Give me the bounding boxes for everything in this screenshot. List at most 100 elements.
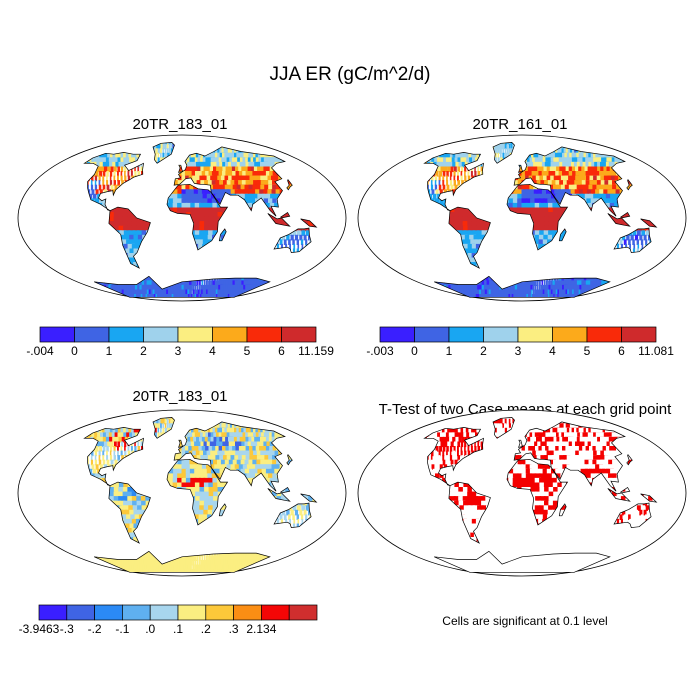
- cb3-swatch-9: [288, 604, 318, 621]
- cb2-label-4: 3: [515, 344, 522, 358]
- coastline-new-guinea: [640, 218, 658, 228]
- map-panel-4: [357, 409, 687, 577]
- cb2-label-6: 5: [584, 344, 591, 358]
- coastline-indonesia: [267, 212, 291, 227]
- cb3-swatch-8: [261, 604, 290, 621]
- cb3-label-3: -.1: [115, 622, 129, 636]
- figure-title: JJA ER (gC/m^2/d): [269, 64, 431, 85]
- cb2-swatch-2: [448, 326, 484, 343]
- map-panel-1: [17, 134, 347, 302]
- cb1-label-1: 0: [71, 344, 78, 358]
- cb2-label-1: 0: [411, 344, 418, 358]
- coastline-indonesia: [607, 487, 631, 502]
- cb1-swatch-5: [212, 326, 248, 343]
- cb3-label-6: .2: [201, 622, 211, 636]
- colorbar-panel-1: -.004 0 1 2 3 4 5 6 11.159: [26, 326, 334, 358]
- cb3-label-7: .3: [229, 622, 239, 636]
- cb1-label-4: 3: [175, 344, 182, 358]
- map-boundary: [17, 409, 347, 577]
- coastline-indonesia: [267, 487, 291, 502]
- coastline-greenland: [152, 142, 175, 164]
- coastline-south-america: [448, 481, 491, 544]
- cb2-label-3: 2: [480, 344, 487, 358]
- coastline-antarctica: [94, 275, 271, 298]
- cb3-swatch-3: [122, 604, 151, 621]
- cb1-swatch-1: [74, 326, 110, 343]
- coastline-greenland: [492, 417, 515, 439]
- cb2-swatch-6: [586, 326, 622, 343]
- cb2-swatch-4: [517, 326, 553, 343]
- cb3-label-0: -3.9463: [19, 622, 60, 636]
- coastline-greenland: [152, 417, 175, 439]
- coastline-madagascar: [218, 503, 227, 517]
- cb1-swatch-0: [39, 326, 75, 343]
- cb2-label-8: 11.081: [638, 344, 674, 358]
- panel1-title-line1: 20TR_183_01: [132, 116, 228, 133]
- cb3-label-8: 2.134: [246, 622, 276, 636]
- coastline-new-guinea: [300, 493, 318, 503]
- cb1-label-5: 4: [209, 344, 216, 358]
- coastline-madagascar: [218, 228, 227, 242]
- cb3-label-4: .0: [145, 622, 155, 636]
- coastline-africa: [506, 183, 569, 251]
- cb2-swatch-3: [483, 326, 519, 343]
- cb2-swatch-7: [621, 326, 657, 343]
- coastline-eurasia: [513, 421, 626, 492]
- colorbar-panel-2: -.003 0 1 2 3 4 5 6 11.081: [366, 326, 674, 358]
- cb3-label-5: .1: [173, 622, 183, 636]
- cb2-swatch-5: [552, 326, 588, 343]
- colorbar-panel-3: -3.9463 -.3 -.2 -.1 .0 .1 .2 .3 2.134: [19, 604, 318, 636]
- cb1-swatch-7: [281, 326, 317, 343]
- coastline-japan: [626, 454, 633, 466]
- cb1-label-8: 11.159: [298, 344, 334, 358]
- map-boundary: [357, 134, 687, 302]
- cb1-swatch-2: [108, 326, 144, 343]
- cb1-label-7: 6: [278, 344, 285, 358]
- cb3-swatch-1: [66, 604, 95, 621]
- map-boundary: [17, 134, 347, 302]
- coastline-eurasia: [173, 146, 286, 217]
- cb1-label-3: 2: [140, 344, 147, 358]
- cb1-swatch-3: [143, 326, 179, 343]
- coastline-south-america: [108, 481, 151, 544]
- coastline-australia: [273, 502, 312, 528]
- cb2-label-7: 6: [618, 344, 625, 358]
- panel2-title-line1: 20TR_161_01: [472, 116, 568, 133]
- coastline-antarctica: [434, 550, 611, 573]
- cb3-swatch-0: [38, 604, 68, 621]
- coastline-south-america: [448, 206, 491, 269]
- coastline-indonesia: [607, 212, 631, 227]
- coastline-antarctica: [434, 275, 611, 298]
- coastline-greenland: [492, 142, 515, 164]
- coastline-africa: [166, 183, 229, 251]
- coastline-africa: [166, 458, 229, 526]
- coastline-madagascar: [558, 503, 567, 517]
- map-boundary: [357, 409, 687, 577]
- coastline-new-guinea: [300, 218, 318, 228]
- coastline-australia: [613, 227, 652, 253]
- coastline-north-america: [423, 152, 484, 212]
- map-panel-3: [17, 409, 347, 577]
- coastline-antarctica: [94, 550, 271, 573]
- coastline-uk: [178, 164, 184, 173]
- coastline-north-america: [83, 427, 144, 487]
- cb2-swatch-0: [379, 326, 415, 343]
- coastline-madagascar: [558, 228, 567, 242]
- coastline-japan: [626, 179, 633, 191]
- cb3-swatch-5: [177, 604, 207, 621]
- cb3-swatch-6: [205, 604, 234, 621]
- coastline-new-guinea: [640, 493, 658, 503]
- cb2-swatch-1: [414, 326, 450, 343]
- cb2-label-5: 4: [549, 344, 556, 358]
- coastline-eurasia: [173, 421, 286, 492]
- cb1-swatch-6: [246, 326, 282, 343]
- coastline-north-america: [83, 152, 144, 212]
- cb2-label-2: 1: [446, 344, 453, 358]
- coastline-uk: [518, 164, 524, 173]
- panel3-title-line1: 20TR_183_01: [132, 388, 228, 405]
- cb3-label-2: -.2: [88, 622, 102, 636]
- coastline-south-america: [108, 206, 151, 269]
- cb3-swatch-2: [94, 604, 123, 621]
- coastline-japan: [286, 179, 293, 191]
- coastline-africa: [506, 458, 569, 526]
